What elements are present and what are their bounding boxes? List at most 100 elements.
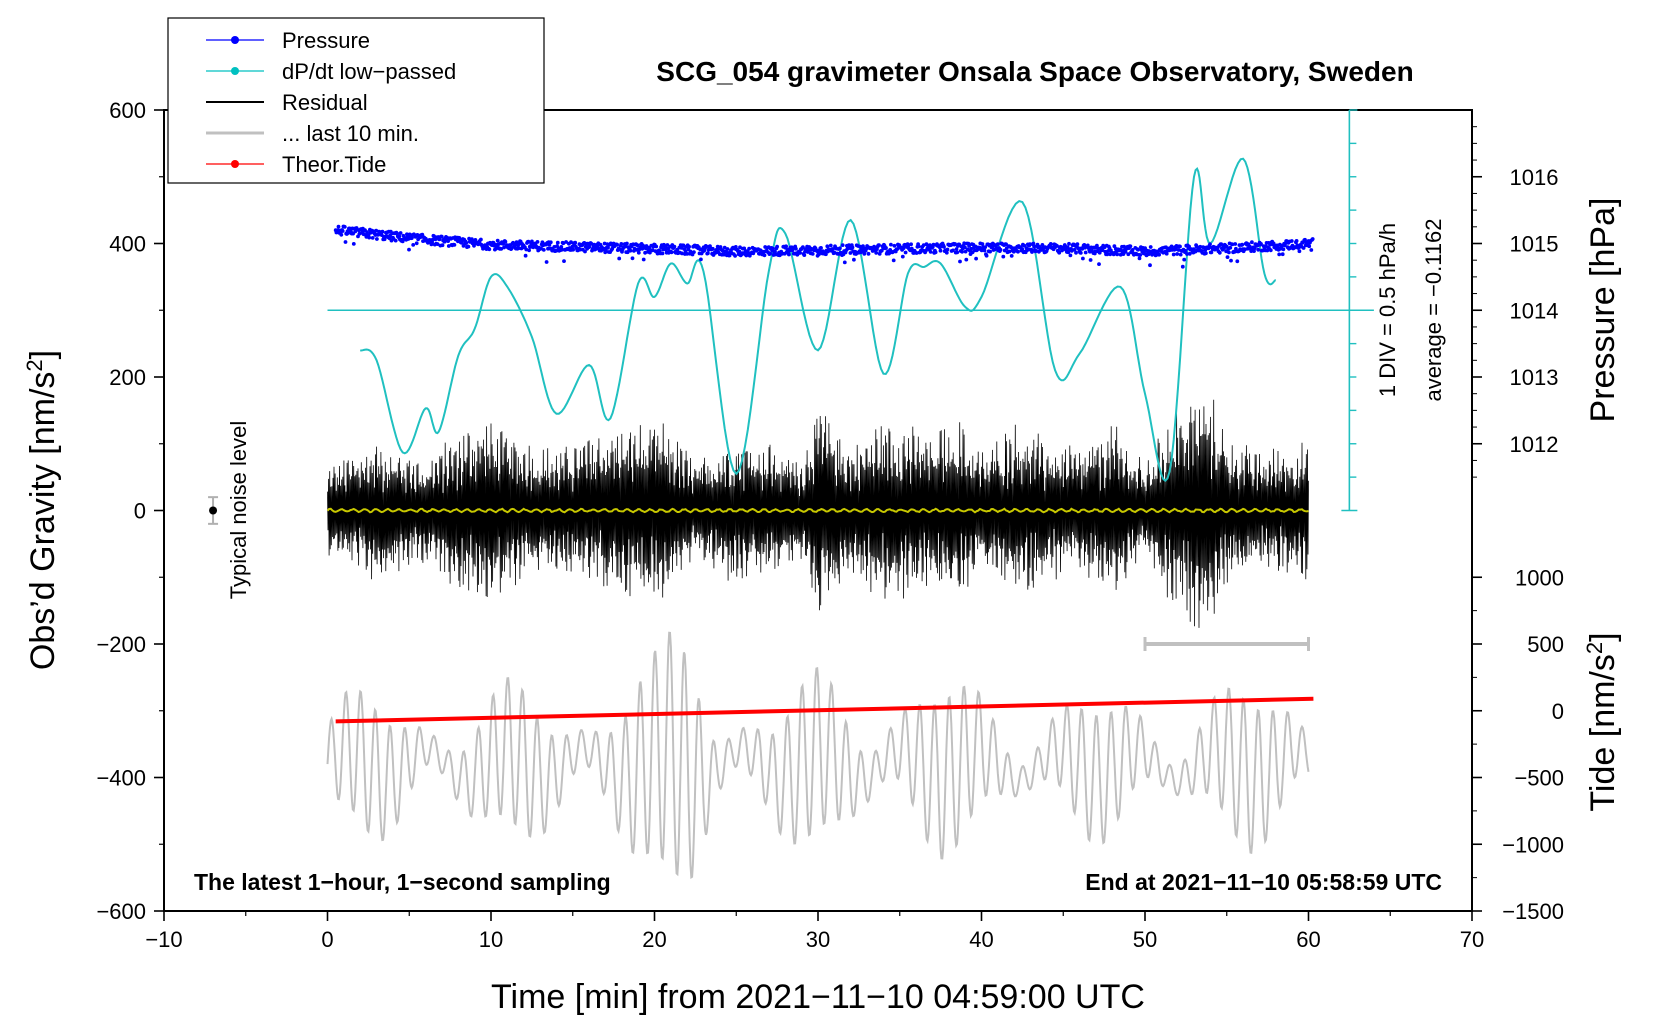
pressure-point <box>1301 246 1306 250</box>
axis-title-part: Obs’d Gravity [nm/s <box>24 372 62 671</box>
x-tick-label: 70 <box>1460 927 1484 952</box>
x-tick-label: 60 <box>1296 927 1320 952</box>
pressure-point <box>1028 242 1032 247</box>
pressure-point <box>1055 244 1059 248</box>
pressure-point <box>984 253 989 258</box>
pressure-point <box>409 236 414 241</box>
pressure-point <box>1030 250 1034 254</box>
pressure-point <box>988 249 992 254</box>
pressure-point <box>1128 244 1133 249</box>
pressure-point <box>1136 247 1140 252</box>
pressure-point <box>1123 250 1128 254</box>
pressure-point <box>1187 251 1192 256</box>
noise-level-label-text: Typical noise level <box>226 421 251 600</box>
pressure-point <box>962 241 967 246</box>
pressure-point <box>848 251 853 255</box>
tide-line <box>335 696 1314 724</box>
pressure-point <box>1088 258 1093 262</box>
tide-tick-label: 0 <box>1552 699 1564 724</box>
pressure-point <box>1066 250 1071 255</box>
pressure-point <box>1097 262 1101 266</box>
pressure-point <box>539 246 543 251</box>
pressure-point <box>1126 252 1131 257</box>
pressure-point <box>487 247 492 252</box>
pressure-point <box>555 240 560 245</box>
pressure-point <box>762 253 767 258</box>
pressure-point <box>1230 242 1235 247</box>
x-tick-label: 40 <box>969 927 993 952</box>
pressure-point <box>1229 258 1233 263</box>
pressure-point <box>1138 253 1143 257</box>
pressure-point <box>1185 252 1189 256</box>
pressure-point <box>1016 249 1020 254</box>
pressure-point <box>1067 241 1071 246</box>
y-axis-left-title-text: Obs’d Gravity [nm/s2] <box>22 350 62 670</box>
pressure-point <box>722 245 727 250</box>
pressure-point <box>964 257 969 262</box>
y-tick-label: −400 <box>96 766 146 791</box>
pressure-point <box>1164 251 1169 256</box>
pressure-point <box>339 232 344 237</box>
pressure-point <box>787 248 792 253</box>
pressure-point <box>1171 252 1176 257</box>
pressure-point <box>1259 242 1263 246</box>
pressure-point <box>685 252 689 256</box>
pressure-point <box>916 244 921 249</box>
tide-tick-label: −1000 <box>1502 832 1564 857</box>
pressure-point <box>495 238 500 243</box>
y-tick-label: −600 <box>96 899 146 924</box>
tide-tick-label: −500 <box>1514 766 1564 791</box>
legend-swatch-marker <box>231 160 239 168</box>
legend-box <box>167 17 545 184</box>
pressure-point <box>1182 257 1187 262</box>
pressure-point <box>1031 241 1036 246</box>
pressure-point <box>660 251 665 256</box>
pressure-point <box>980 242 985 246</box>
pressure-point <box>945 247 950 252</box>
tide-tick-label: 500 <box>1527 632 1564 657</box>
pressure-point <box>909 242 913 247</box>
legend-swatch-marker <box>231 36 239 44</box>
pressure-point <box>1252 246 1257 251</box>
pressure-point <box>692 250 696 255</box>
tide-tick-label: −1500 <box>1502 899 1564 924</box>
pressure-point <box>573 240 578 245</box>
pressure-point <box>953 242 957 246</box>
pressure-point <box>866 251 871 256</box>
pressure-point <box>840 243 845 248</box>
pressure-point <box>1233 242 1238 246</box>
legend: Pressure dP/dt low−passed Residual ... last… <box>167 17 545 184</box>
pressure-point <box>665 243 670 247</box>
pressure-point <box>1208 242 1212 247</box>
pressure-point <box>541 248 546 252</box>
y-tick-label: 400 <box>109 232 146 257</box>
pressure-tick-label: 1013 <box>1510 365 1559 390</box>
pressure-point <box>1183 249 1188 253</box>
pressure-point <box>440 243 445 248</box>
plot-extras <box>208 496 1310 651</box>
pressure-point <box>784 244 788 249</box>
y-axis-left-title: Obs’d Gravity [nm/s2] <box>22 350 62 670</box>
y-tick-label: 0 <box>134 499 146 524</box>
pressure-point <box>1225 255 1230 259</box>
pressure-point <box>877 243 881 248</box>
pressure-point <box>874 251 879 255</box>
pressure-point <box>439 234 444 239</box>
pressure-point <box>889 242 893 247</box>
pressure-point <box>954 247 959 252</box>
x-axis-title: Time [min] from 2021−11−10 04:59:00 UTC <box>491 978 1145 1016</box>
pressure-point <box>842 260 847 265</box>
last10-series <box>326 631 1310 880</box>
pressure-point <box>931 242 936 247</box>
pressure-point <box>862 251 867 256</box>
pressure-point <box>974 256 978 261</box>
pressure-point <box>1048 242 1053 246</box>
pressure-point <box>562 259 566 263</box>
pressure-point <box>1074 250 1078 255</box>
pressure-point <box>430 237 435 242</box>
pressure-point <box>336 224 341 229</box>
pressure-point <box>1115 252 1120 257</box>
axis-title-part: Tide [nm/s <box>1584 654 1622 811</box>
pressure-point <box>635 243 640 248</box>
pressure-point <box>944 250 949 255</box>
